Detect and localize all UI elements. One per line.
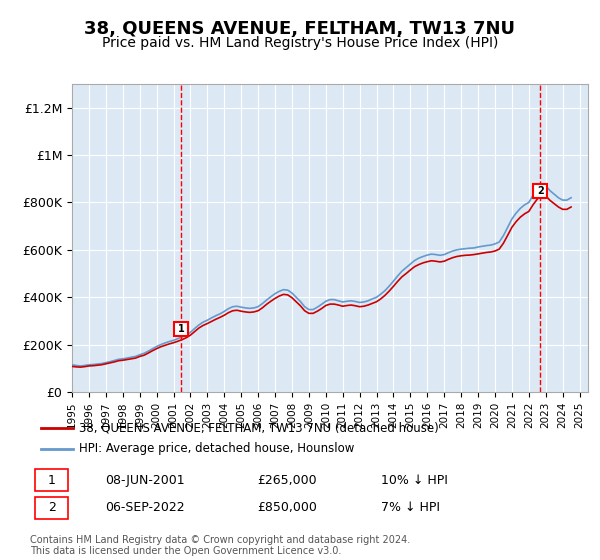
Text: 38, QUEENS AVENUE, FELTHAM, TW13 7NU (detached house): 38, QUEENS AVENUE, FELTHAM, TW13 7NU (de… xyxy=(79,421,439,434)
Text: 2: 2 xyxy=(47,501,56,514)
Text: HPI: Average price, detached house, Hounslow: HPI: Average price, detached house, Houn… xyxy=(79,442,354,455)
Text: 10% ↓ HPI: 10% ↓ HPI xyxy=(381,474,448,487)
Text: 38, QUEENS AVENUE, FELTHAM, TW13 7NU: 38, QUEENS AVENUE, FELTHAM, TW13 7NU xyxy=(85,20,515,38)
Text: 06-SEP-2022: 06-SEP-2022 xyxy=(106,501,185,514)
Text: 2: 2 xyxy=(537,185,544,195)
FancyBboxPatch shape xyxy=(35,469,68,491)
Text: Price paid vs. HM Land Registry's House Price Index (HPI): Price paid vs. HM Land Registry's House … xyxy=(102,36,498,50)
FancyBboxPatch shape xyxy=(35,497,68,519)
Text: 08-JUN-2001: 08-JUN-2001 xyxy=(106,474,185,487)
Text: 7% ↓ HPI: 7% ↓ HPI xyxy=(381,501,440,514)
Text: 1: 1 xyxy=(47,474,56,487)
Text: Contains HM Land Registry data © Crown copyright and database right 2024.
This d: Contains HM Land Registry data © Crown c… xyxy=(30,535,410,557)
Text: £850,000: £850,000 xyxy=(257,501,317,514)
Text: 1: 1 xyxy=(178,324,184,334)
Text: £265,000: £265,000 xyxy=(257,474,316,487)
